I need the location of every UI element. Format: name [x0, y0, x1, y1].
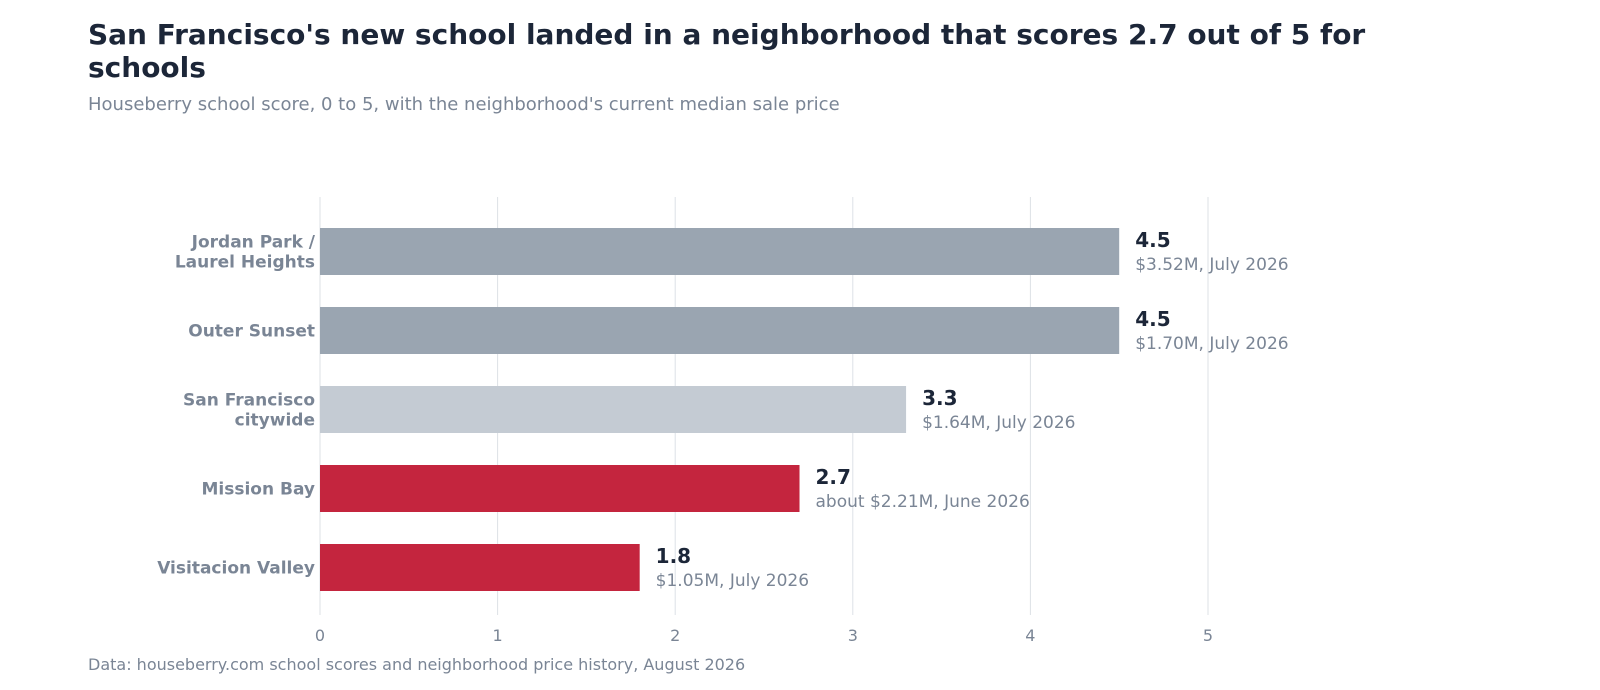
- x-tick-label: 4: [1025, 626, 1035, 645]
- category-label: San Francisco citywide: [183, 391, 315, 431]
- category-label: Outer Sunset: [188, 322, 315, 342]
- bar: [320, 307, 1120, 354]
- value-label: 1.8: [656, 544, 691, 568]
- source-note: Data: houseberry.com school scores and n…: [88, 655, 746, 674]
- x-tick-label: 2: [670, 626, 680, 645]
- price-label: $1.05M, July 2026: [656, 571, 809, 591]
- x-tick-label: 5: [1203, 626, 1213, 645]
- bar: [320, 228, 1120, 275]
- bar: [320, 465, 800, 512]
- value-label: 3.3: [922, 386, 957, 410]
- price-label: $1.70M, July 2026: [1135, 334, 1288, 354]
- price-label: $3.52M, July 2026: [1135, 255, 1288, 275]
- category-label: Visitacion Valley: [157, 559, 315, 579]
- price-label: about $2.21M, June 2026: [816, 492, 1030, 512]
- value-label: 2.7: [816, 465, 851, 489]
- bar: [320, 386, 907, 433]
- x-tick-label: 0: [315, 626, 325, 645]
- chart-subtitle: Houseberry school score, 0 to 5, with th…: [88, 94, 840, 115]
- category-label: Jordan Park / Laurel Heights: [175, 233, 316, 273]
- value-label: 4.5: [1135, 228, 1170, 252]
- chart-title: San Francisco's new school landed in a n…: [88, 18, 1366, 84]
- x-tick-label: 1: [493, 626, 503, 645]
- labels: 0 1 2 3 4 5 Jordan Park / Laurel Heights 4.5 $3.5…: [157, 228, 1288, 645]
- value-label: 4.5: [1135, 307, 1170, 331]
- bar: [320, 544, 640, 591]
- price-label: $1.64M, July 2026: [922, 413, 1075, 433]
- x-tick-label: 3: [848, 626, 858, 645]
- category-label: Mission Bay: [202, 480, 316, 500]
- bars: [320, 228, 1120, 591]
